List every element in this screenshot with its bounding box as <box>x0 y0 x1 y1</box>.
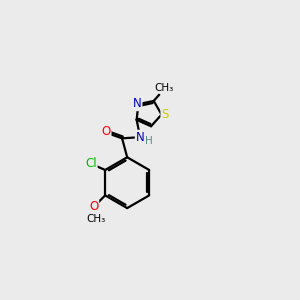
Text: H: H <box>145 136 153 146</box>
Text: Cl: Cl <box>85 157 97 170</box>
Text: S: S <box>161 108 169 121</box>
Text: O: O <box>101 125 111 138</box>
Text: N: N <box>136 131 145 144</box>
Text: O: O <box>89 200 98 213</box>
Text: CH₃: CH₃ <box>87 214 106 224</box>
Text: CH₃: CH₃ <box>154 82 173 92</box>
Text: N: N <box>133 97 142 110</box>
